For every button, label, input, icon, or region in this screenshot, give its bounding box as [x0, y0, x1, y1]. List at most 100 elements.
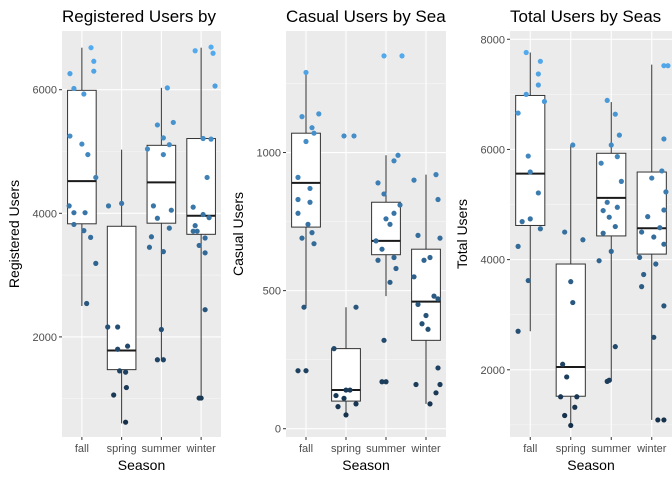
- data-point: [79, 141, 85, 147]
- data-point: [537, 226, 543, 232]
- panel-1: 0 500 1000 fall spring summer winter Casual Use…: [230, 7, 446, 473]
- data-point: [148, 234, 155, 240]
- data-point: [612, 111, 618, 117]
- data-point: [659, 168, 665, 174]
- data-point: [535, 190, 541, 196]
- data-point: [523, 49, 529, 56]
- data-point: [105, 324, 111, 330]
- data-point: [600, 230, 606, 236]
- data-point: [303, 69, 309, 76]
- data-point: [166, 142, 172, 148]
- data-point: [117, 368, 123, 374]
- data-point: [331, 346, 337, 352]
- data-point: [311, 241, 317, 247]
- data-point: [93, 260, 99, 266]
- box: [596, 152, 627, 237]
- data-point: [82, 210, 88, 216]
- x-tick-label: summer: [142, 443, 182, 455]
- data-point: [427, 401, 433, 407]
- data-point: [154, 215, 160, 221]
- data-point: [196, 242, 202, 249]
- data-point: [373, 238, 379, 244]
- x-tick-label: winter: [636, 443, 667, 455]
- data-point: [383, 216, 389, 222]
- data-point: [303, 138, 309, 145]
- data-point: [81, 91, 87, 97]
- data-point: [661, 63, 667, 69]
- data-point: [519, 219, 525, 225]
- data-point: [88, 234, 94, 240]
- data-point: [303, 368, 309, 374]
- box: [106, 225, 137, 371]
- data-point: [653, 261, 659, 267]
- data-point: [606, 214, 612, 220]
- data-point: [351, 133, 357, 139]
- chart-title: Casual Users by Sea: [286, 7, 446, 26]
- data-point: [618, 178, 624, 184]
- data-point: [570, 142, 576, 148]
- data-point: [343, 387, 349, 393]
- data-point: [383, 379, 389, 385]
- data-point: [91, 58, 97, 64]
- y-tick-label: 4000: [481, 255, 505, 267]
- data-point: [537, 58, 543, 64]
- data-point: [309, 230, 315, 236]
- data-point: [375, 257, 381, 263]
- data-point: [560, 361, 566, 367]
- data-point: [596, 258, 602, 264]
- data-point: [614, 154, 620, 160]
- x-tick-label: summer: [366, 443, 406, 455]
- data-point: [641, 271, 647, 278]
- data-point: [568, 422, 574, 429]
- data-point: [535, 82, 541, 88]
- chart-title: Total Users by Seas: [510, 7, 661, 26]
- data-point: [316, 111, 322, 117]
- data-point: [604, 97, 610, 104]
- data-point: [423, 312, 429, 319]
- data-point: [123, 419, 129, 425]
- data-point: [333, 392, 339, 399]
- data-point: [202, 250, 208, 256]
- data-point: [427, 254, 433, 261]
- x-tick-label: fall: [299, 443, 313, 455]
- data-point: [295, 210, 301, 216]
- data-point: [568, 279, 574, 285]
- data-point: [391, 210, 397, 216]
- data-point: [119, 200, 125, 207]
- data-point: [391, 158, 397, 164]
- data-point: [612, 223, 618, 230]
- data-point: [67, 71, 73, 77]
- data-point: [431, 293, 437, 299]
- data-point: [192, 223, 198, 229]
- data-point: [393, 265, 399, 272]
- box: [636, 171, 667, 255]
- data-point: [91, 68, 97, 74]
- data-point: [437, 235, 443, 241]
- data-point: [661, 303, 667, 309]
- data-point: [146, 244, 153, 250]
- data-point: [158, 326, 164, 333]
- data-point: [604, 378, 610, 384]
- data-point: [160, 249, 166, 255]
- data-point: [194, 228, 200, 234]
- data-point: [655, 417, 661, 423]
- y-tick-label: 6000: [33, 85, 57, 97]
- y-axis-title: Casual Users: [230, 192, 246, 276]
- data-point: [66, 203, 72, 209]
- data-point: [299, 235, 305, 241]
- data-point: [535, 71, 541, 77]
- data-point: [616, 132, 622, 138]
- y-tick-label: 0: [275, 424, 281, 436]
- data-point: [433, 390, 439, 396]
- data-point: [387, 279, 393, 285]
- data-point: [661, 241, 667, 247]
- data-point: [639, 229, 645, 235]
- data-point: [558, 394, 564, 400]
- data-point: [612, 344, 618, 350]
- data-point: [523, 91, 529, 97]
- x-tick-label: summer: [591, 443, 631, 455]
- data-point: [562, 412, 568, 419]
- x-axis-title: Season: [567, 457, 614, 473]
- data-point: [665, 63, 671, 69]
- y-axis-title: Registered Users: [6, 180, 22, 288]
